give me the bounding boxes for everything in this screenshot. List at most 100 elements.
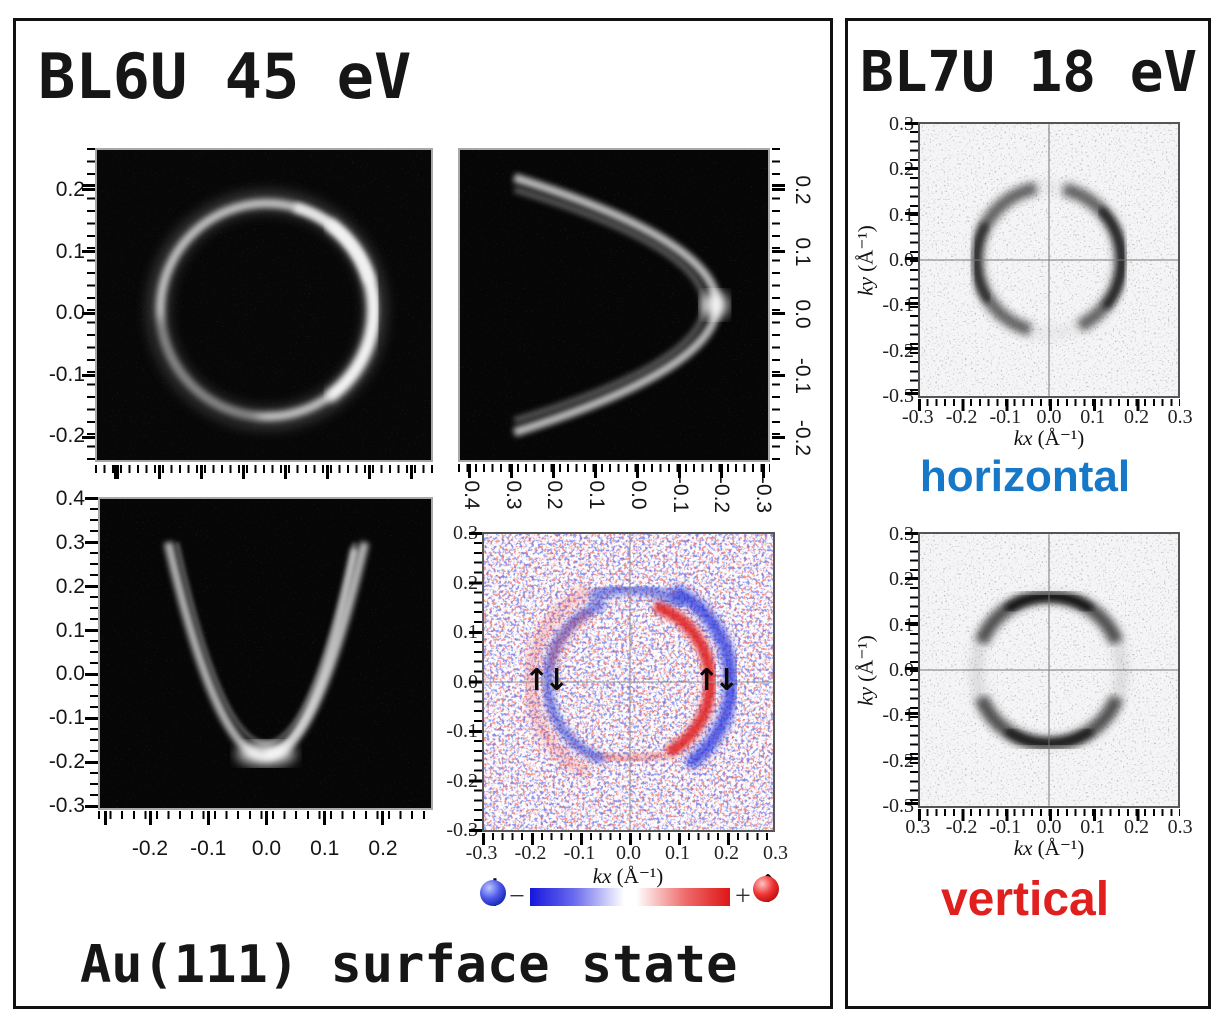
tick-label: -0.2	[791, 419, 814, 457]
colorbar-gradient	[530, 888, 730, 906]
tick-label: -0.2	[48, 424, 85, 447]
kx-axis-variable: kx	[1013, 426, 1033, 450]
tick-label: 0.0	[791, 299, 814, 329]
bl7u-horizontal-xaxis-label: kx (Å⁻¹)	[974, 426, 1124, 451]
tick-label: -0.3	[902, 406, 934, 428]
tick-label: -0.1	[48, 362, 85, 386]
tick-label: 0.2	[55, 178, 85, 201]
tick-label: 0.2	[714, 842, 739, 864]
tick-label: 0.0	[1036, 816, 1062, 838]
bl6u-caption: Au(111) surface state	[80, 935, 738, 995]
bl7u-horizontal-yaxis-label: ky (Å⁻¹)	[854, 191, 879, 331]
bl7u-horizontal-xticks-major	[918, 399, 1180, 411]
bl6u-band-eticks-major	[85, 497, 98, 810]
tick-label: -0.1	[989, 816, 1022, 838]
bl6u-spin-map-yticks-major	[469, 532, 482, 832]
spin-up-sphere-icon: ↑	[752, 866, 784, 912]
bl6u-band-map-rotated-image	[460, 150, 768, 460]
tick-label: 0.3	[905, 816, 931, 838]
tick-label: 0.0	[616, 842, 641, 864]
bl6u-spin-map-xticks-major	[482, 833, 775, 845]
tick-label: -0.1	[791, 357, 814, 395]
bl6u-fermi-map	[95, 148, 433, 462]
tick-label: 0.2	[543, 480, 567, 510]
tick-label: -0.2	[945, 816, 978, 838]
tick-label: 0.3	[55, 530, 85, 554]
kx-axis-unit: (Å⁻¹)	[1037, 426, 1085, 450]
bl6u-spin-map	[482, 532, 775, 832]
bl6u-title: BL6U 45 eV	[38, 40, 412, 113]
ky-axis-unit: (Å⁻¹)	[853, 635, 878, 682]
tick-label: -0.1	[190, 837, 227, 860]
bl7u-map-horizontal	[918, 122, 1180, 398]
tick-label: -0.1	[989, 406, 1022, 428]
tick-label: -0.3	[751, 476, 775, 514]
bl7u-map-horizontal-image	[920, 124, 1178, 396]
bl6u-band-eticks: 0.4 0.3 0.2 0.1 0.0 -0.1 -0.2 -0.3	[30, 488, 85, 817]
tick-label: -0.2	[131, 837, 169, 860]
spin-down-arrow-icon: ↓	[544, 663, 570, 698]
spin-down-arrow-icon: ↓	[714, 663, 740, 698]
tick-label: -0.2	[710, 476, 734, 514]
bl7u-horizontal-caption: horizontal	[919, 452, 1131, 501]
bl6u-fermi-map-yticks-major	[82, 148, 95, 462]
tick-label: 0.0	[55, 301, 85, 324]
bl6u-spin-map-image	[484, 534, 773, 830]
tick-label: -0.1	[48, 706, 85, 730]
tick-label: -0.2	[48, 750, 85, 774]
tick-label: 0.2	[368, 837, 398, 860]
tick-label: 0.0	[1036, 406, 1062, 428]
bl7u-map-vertical-image	[920, 534, 1178, 806]
tick-label: 0.3	[501, 480, 525, 510]
tick-label: 0.2	[1123, 816, 1149, 838]
ky-axis-variable: ky	[853, 687, 878, 706]
ky-axis-variable: ky	[853, 277, 878, 296]
bl6u-spin-map-xaxis-label: kx (Å⁻¹)	[553, 864, 703, 889]
colorbar-minus-label: −	[509, 881, 525, 912]
bl6u-band-rotated-eticks-major	[458, 464, 770, 478]
tick-label: 0.2	[55, 574, 85, 598]
bl6u-fermi-map-xticks-major	[95, 465, 433, 479]
bl6u-band-rotated-kticks: 0.2 0.1 0.0 -0.1 -0.2	[790, 168, 814, 460]
tick-label: 0.0	[251, 837, 282, 860]
bl6u-band-kticks: -0.2 -0.1 0.0 0.1 0.2	[125, 838, 408, 860]
bl7u-vertical-yaxis-label: ky (Å⁻¹)	[854, 601, 879, 741]
tick-label: -0.2	[945, 406, 978, 428]
bl6u-fermi-map-yticks: 0.2 0.1 0.0 -0.1 -0.2	[30, 179, 85, 447]
kx-axis-unit: (Å⁻¹)	[616, 864, 664, 888]
bl7u-vertical-xticks-major	[918, 809, 1180, 821]
colorbar-plus-label: +	[735, 881, 751, 912]
bl7u-title: BL7U 18 eV	[860, 40, 1198, 105]
bl7u-vertical-yticks-major	[905, 532, 918, 808]
bl6u-band-map	[98, 497, 433, 810]
tick-label: 0.2	[791, 175, 814, 205]
bl7u-horizontal-xticks: -0.3 -0.2 -0.1 0.0 0.1 0.2 0.3	[896, 406, 1202, 428]
spin-down-sphere-icon: ↓	[479, 870, 511, 916]
red-sphere-icon	[753, 876, 779, 902]
tick-label: -0.3	[465, 842, 498, 864]
tick-label: -0.2	[514, 842, 547, 864]
spin-up-arrow-icon: ↑	[524, 663, 550, 698]
tick-label: -0.1	[563, 842, 596, 864]
tick-label: 0.0	[55, 662, 85, 686]
tick-label: 0.1	[791, 237, 814, 267]
bl7u-map-vertical	[918, 532, 1180, 808]
bl6u-band-rotated-kticks-major	[772, 148, 785, 462]
kx-axis-unit: (Å⁻¹)	[1037, 836, 1085, 860]
bl7u-horizontal-yticks-major	[905, 122, 918, 398]
tick-label: 0.4	[460, 480, 483, 510]
tick-label: 0.1	[55, 618, 85, 642]
tick-label: 0.3	[1167, 406, 1193, 428]
tick-label: 0.3	[1167, 816, 1193, 838]
bl6u-spin-map-xticks: -0.3 -0.2 -0.1 0.0 0.1 0.2 0.3	[457, 842, 800, 864]
bl6u-band-map-image	[100, 499, 431, 808]
kx-axis-variable: kx	[1013, 836, 1033, 860]
tick-label: 0.0	[626, 480, 650, 510]
blue-sphere-icon	[480, 880, 506, 906]
tick-label: -0.3	[48, 793, 85, 817]
tick-label: 0.1	[585, 480, 609, 510]
bl7u-vertical-xticks: 0.3 -0.2 -0.1 0.0 0.1 0.2 0.3	[896, 816, 1202, 838]
tick-label: 0.2	[1123, 406, 1149, 428]
tick-label: 0.1	[1080, 406, 1106, 428]
bl6u-band-rotated-eticks: 0.4 0.3 0.2 0.1 0.0 -0.1 -0.2 -0.3	[459, 472, 775, 518]
